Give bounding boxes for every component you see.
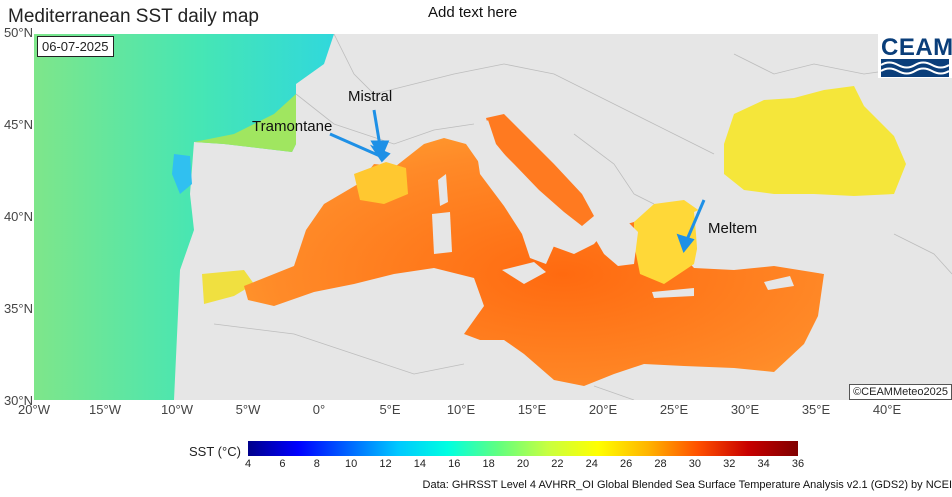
lon-label: 40°E xyxy=(872,402,902,417)
colorbar-tick-label: 4 xyxy=(244,458,252,470)
bay-of-biscay xyxy=(194,94,296,152)
ceam-logo: CEAM xyxy=(878,34,952,78)
lat-label: 45°N xyxy=(3,117,33,132)
lat-label: 35°N xyxy=(3,301,33,316)
date-label: 06-07-2025 xyxy=(37,36,114,57)
colorbar-tick-label: 30 xyxy=(688,458,701,470)
lon-label: 30°E xyxy=(730,402,760,417)
lon-label: 10°W xyxy=(161,402,193,417)
lon-label: 5°W xyxy=(235,402,261,417)
colorbar-tick-label: 36 xyxy=(791,458,805,470)
map-title: Mediterranean SST daily map xyxy=(8,6,259,27)
colorbar-tick-label: 18 xyxy=(482,458,495,470)
greece xyxy=(590,218,638,266)
annotation-meltem: Meltem xyxy=(708,220,758,237)
corsica xyxy=(438,174,448,206)
annotation-mistral: Mistral xyxy=(348,88,393,105)
sst-map[interactable] xyxy=(34,34,952,400)
lon-label: 20°E xyxy=(588,402,618,417)
colorbar xyxy=(248,441,798,456)
colorbar-tick-label: 10 xyxy=(345,458,358,470)
gulf-of-lion xyxy=(354,162,408,204)
colorbar-tick-label: 6 xyxy=(279,458,286,470)
lon-label: 0° xyxy=(312,402,326,417)
sardinia xyxy=(432,212,452,254)
adriatic-sea xyxy=(486,114,594,226)
colorbar-title: SST (°C) xyxy=(189,444,241,459)
annotation-tramontane: Tramontane xyxy=(252,118,333,135)
cold-upwelling xyxy=(172,154,192,194)
lat-label: 30°N xyxy=(3,393,33,408)
colorbar-tick-label: 16 xyxy=(448,458,461,470)
lon-label: 5°E xyxy=(379,402,401,417)
colorbar-tick-label: 26 xyxy=(620,458,633,470)
lat-label: 50°N xyxy=(3,25,33,40)
colorbar-tick-label: 8 xyxy=(313,458,320,470)
cyprus xyxy=(764,276,794,290)
copyright-credit: ©CEAMMeteo2025 xyxy=(849,384,952,400)
lon-label: 20°W xyxy=(18,402,50,417)
lon-label: 25°E xyxy=(659,402,689,417)
lon-label: 15°E xyxy=(517,402,547,417)
logo-text: CEAM xyxy=(881,34,952,61)
wind-arrows xyxy=(329,109,706,254)
colorbar-tick-label: 32 xyxy=(723,458,736,470)
aegean-sea xyxy=(634,200,704,284)
colorbar-tick-label: 34 xyxy=(757,458,770,470)
black-sea xyxy=(724,86,906,196)
italy xyxy=(474,120,582,264)
colorbar-tick-label: 22 xyxy=(551,458,564,470)
data-source: Data: GHRSST Level 4 AVHRR_OI Global Ble… xyxy=(422,479,952,491)
map-subtitle: Add text here xyxy=(428,4,518,21)
lon-label: 10°E xyxy=(446,402,476,417)
lon-label: 35°E xyxy=(801,402,831,417)
alboran-sea xyxy=(202,270,254,304)
crete xyxy=(652,288,694,298)
sicily xyxy=(502,262,546,284)
anatolia xyxy=(694,194,914,274)
colorbar-tick-label: 14 xyxy=(413,458,426,470)
colorbar-tick-label: 28 xyxy=(654,458,667,470)
lat-label: 40°N xyxy=(3,209,33,224)
colorbar-tick-label: 12 xyxy=(379,458,392,470)
lon-label: 15°W xyxy=(89,402,121,417)
colorbar-tick-label: 24 xyxy=(585,458,598,470)
colorbar-tick-label: 20 xyxy=(516,458,530,470)
